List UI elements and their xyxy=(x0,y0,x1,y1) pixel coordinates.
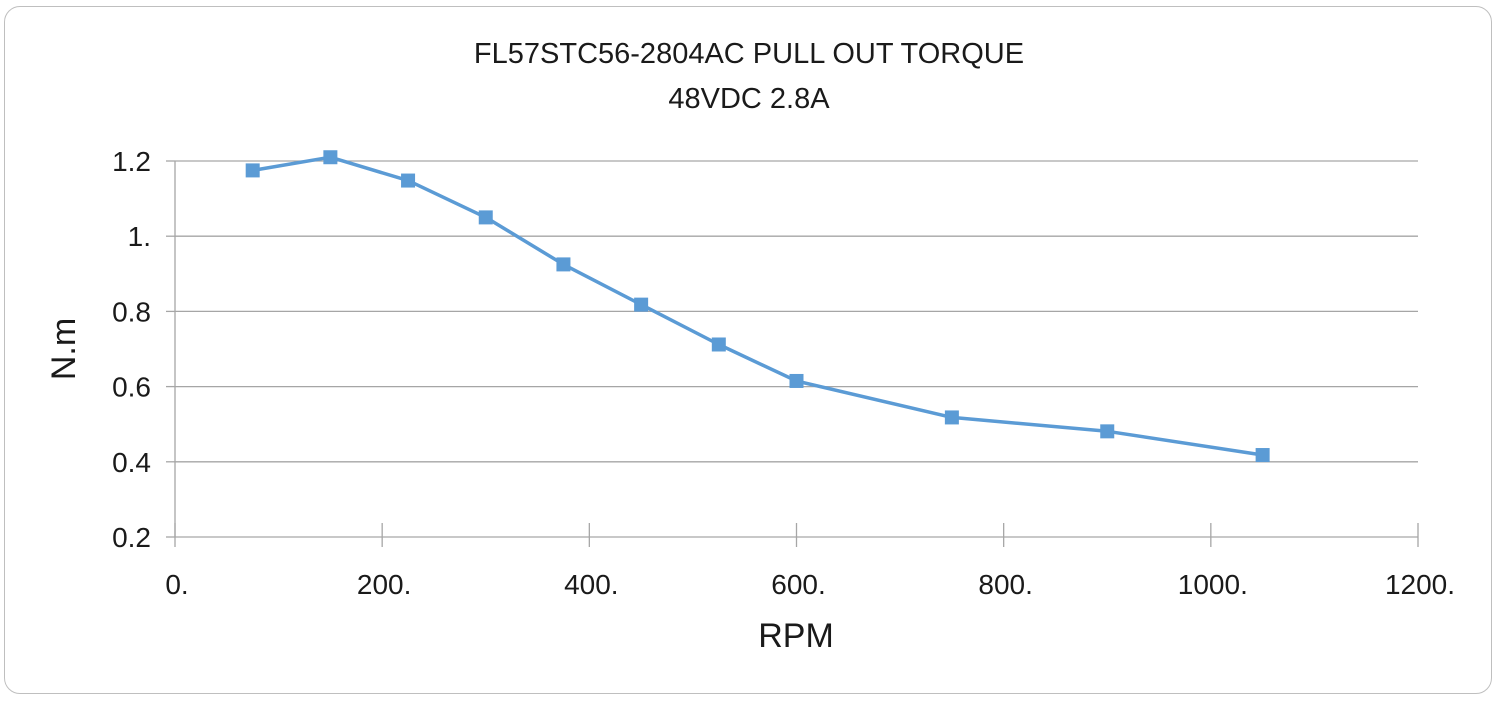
y-tick-labels: 0.2 0.4 0.6 0.8 1. 1.2 xyxy=(112,146,151,553)
data-point-marker xyxy=(1100,424,1115,439)
y-tick-label: 0.2 xyxy=(112,522,151,553)
x-tick-label: 200. xyxy=(357,569,412,600)
data-point-marker xyxy=(789,373,804,388)
x-axis-label: RPM xyxy=(758,617,834,655)
y-tick-label: 0.8 xyxy=(112,296,151,327)
chart-frame xyxy=(4,6,1492,694)
x-tick-label: 1000. xyxy=(1178,569,1248,600)
x-tick-label: 600. xyxy=(771,569,826,600)
x-tick-labels: 0. 200. 400. 600. 800. 1000. 1200. xyxy=(165,569,1455,600)
chart-title: FL57STC56-2804AC PULL OUT TORQUE xyxy=(474,38,1024,70)
data-point-marker xyxy=(634,297,649,312)
series-line xyxy=(252,155,1263,457)
chart-subtitle: 48VDC 2.8A xyxy=(668,83,830,115)
data-point-marker xyxy=(478,210,493,225)
x-tick-label: 1200. xyxy=(1385,569,1455,600)
axes xyxy=(166,160,1419,547)
x-tick-label: 800. xyxy=(978,569,1033,600)
y-axis-label: N.m xyxy=(45,318,83,380)
y-tick-label: 1. xyxy=(128,221,151,252)
y-tick-label: 1.2 xyxy=(112,146,151,177)
data-point-marker xyxy=(711,337,726,352)
data-point-marker xyxy=(401,173,416,188)
data-point-marker xyxy=(323,150,338,165)
gridlines xyxy=(175,160,1418,463)
data-point-marker xyxy=(245,163,260,178)
x-tick-label: 0. xyxy=(165,569,188,600)
data-point-marker xyxy=(556,257,571,272)
series-group xyxy=(245,150,1270,463)
y-tick-label: 0.6 xyxy=(112,372,151,403)
data-point-marker xyxy=(1255,448,1270,463)
y-tick-label: 0.4 xyxy=(112,447,151,478)
data-point-marker xyxy=(944,410,959,425)
x-tick-label: 400. xyxy=(564,569,619,600)
